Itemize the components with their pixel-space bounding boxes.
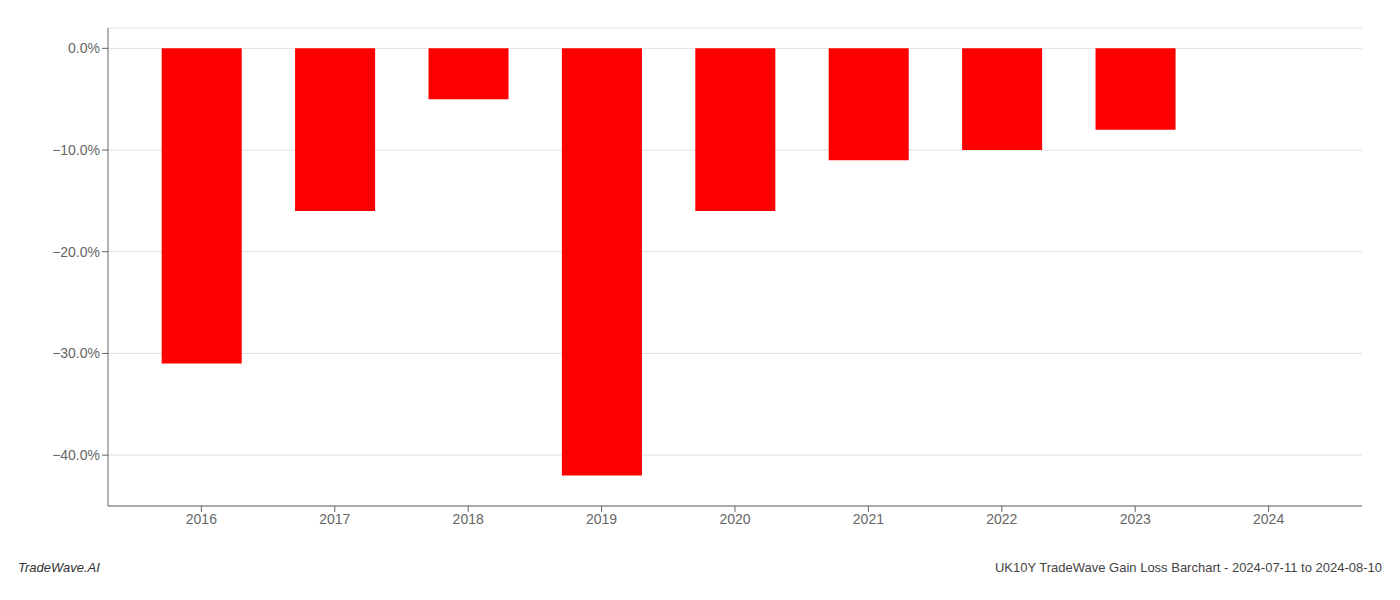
svg-text:2017: 2017 <box>319 511 350 527</box>
svg-text:−20.0%: −20.0% <box>52 244 100 260</box>
html-text:TradeWave.AI: TradeWave.AI <box>18 560 100 575</box>
svg-text:2019: 2019 <box>586 511 617 527</box>
svg-text:−10.0%: −10.0% <box>52 142 100 158</box>
svg-text:−30.0%: −30.0% <box>52 345 100 361</box>
svg-text:2023: 2023 <box>1120 511 1151 527</box>
html-text:UK10Y TradeWave Gain Loss Barc: UK10Y TradeWave Gain Loss Barchart - 202… <box>994 560 1382 575</box>
svg-text:2021: 2021 <box>853 511 884 527</box>
svg-text:2024: 2024 <box>1253 511 1284 527</box>
svg-text:2016: 2016 <box>186 511 217 527</box>
svg-text:−40.0%: −40.0% <box>52 447 100 463</box>
svg-text:0.0%: 0.0% <box>68 40 100 56</box>
svg-text:2020: 2020 <box>719 511 750 527</box>
svg-text:2018: 2018 <box>453 511 484 527</box>
svg-text:2022: 2022 <box>986 511 1017 527</box>
